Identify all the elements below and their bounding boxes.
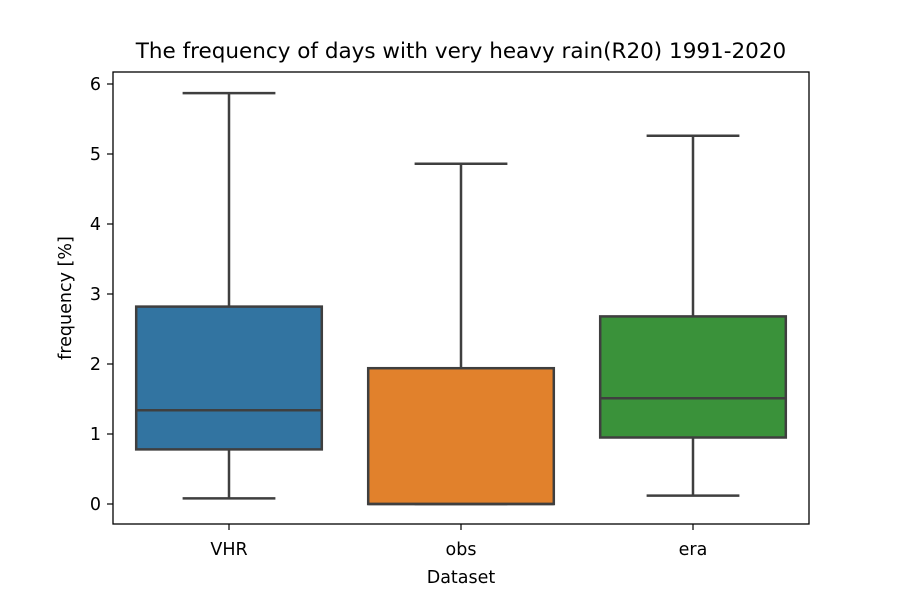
y-tick-label: 2: [90, 355, 101, 375]
plot-frame: [112, 71, 810, 525]
box-iqr: [598, 315, 788, 439]
y-axis-label: frequency [%]: [56, 236, 76, 360]
y-axis: 0 1 2 3 4 5 6: [90, 75, 113, 515]
box-era: [598, 134, 788, 497]
y-tick-label: 5: [90, 145, 101, 165]
x-axis: VHR obs era: [210, 524, 707, 560]
y-tick-label: 3: [90, 285, 101, 305]
box-iqr: [366, 366, 556, 506]
box-obs: [366, 162, 556, 506]
x-tick-label: obs: [446, 540, 477, 560]
y-tick-label: 4: [90, 215, 101, 235]
x-tick-label: VHR: [210, 540, 247, 560]
y-tick-label: 1: [90, 425, 101, 445]
y-tick-label: 0: [90, 495, 101, 515]
x-axis-label: Dataset: [427, 568, 496, 588]
box-vhr: [134, 91, 324, 500]
box-series: [134, 91, 788, 506]
x-tick-label: era: [679, 540, 708, 560]
chart-title: The frequency of days with very heavy ra…: [135, 39, 786, 64]
y-tick-label: 6: [90, 75, 101, 95]
box-iqr: [134, 305, 324, 451]
